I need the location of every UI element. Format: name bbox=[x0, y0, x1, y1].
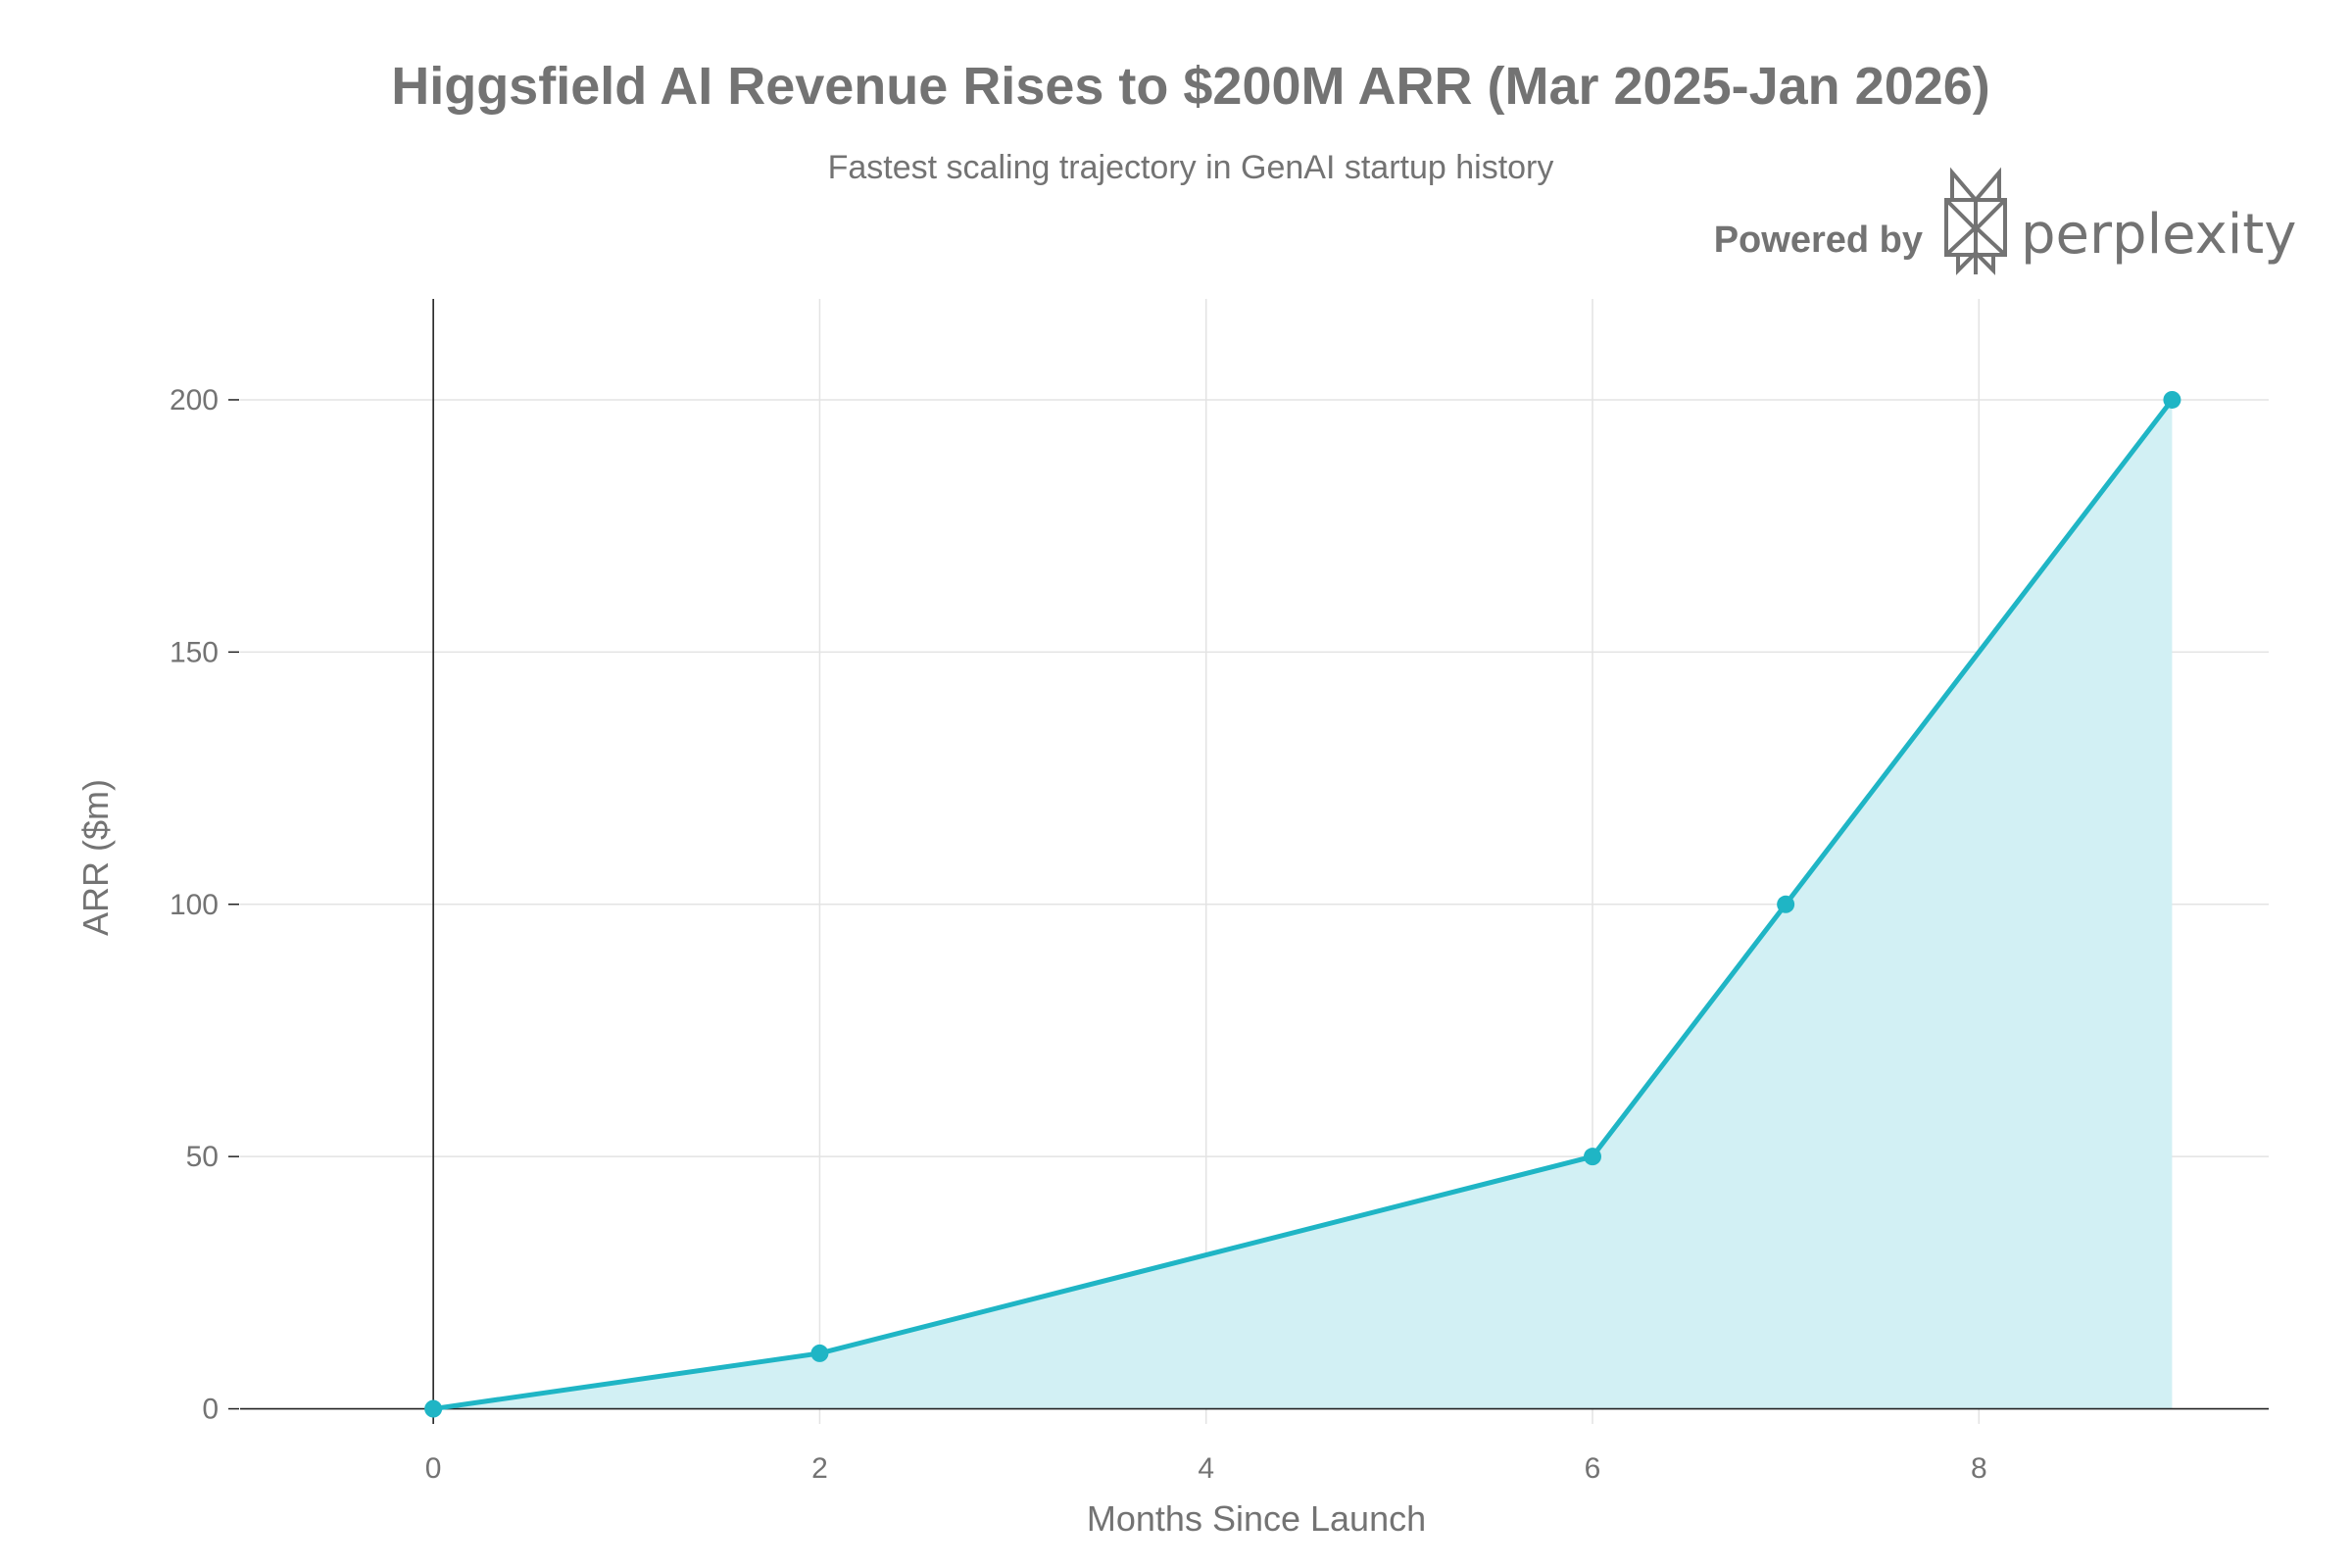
powered-by-label: Powered by bbox=[1714, 220, 1923, 261]
chart-title: Higgsfield AI Revenue Rises to $200M ARR… bbox=[391, 57, 1990, 116]
area-fill bbox=[433, 399, 2173, 1409]
data-point bbox=[424, 1399, 443, 1418]
y-tick-label: 200 bbox=[170, 384, 219, 416]
y-axis-ticks: 0 50 100 150 200 bbox=[170, 384, 239, 1426]
x-tick-label: 6 bbox=[1585, 1452, 1601, 1485]
y-tick-label: 150 bbox=[170, 636, 219, 668]
x-axis-title: Months Since Launch bbox=[1087, 1498, 1426, 1539]
y-tick-label: 100 bbox=[170, 889, 219, 921]
x-tick-label: 2 bbox=[811, 1452, 828, 1485]
chart-subtitle: Fastest scaling trajectory in GenAI star… bbox=[828, 149, 1554, 186]
data-points bbox=[424, 390, 2181, 1418]
y-axis-title: ARR ($m) bbox=[75, 779, 116, 936]
area-fill-shape bbox=[433, 399, 2173, 1409]
perplexity-logo-icon bbox=[1944, 167, 2007, 275]
x-tick-label: 4 bbox=[1198, 1452, 1214, 1485]
axes bbox=[240, 299, 2269, 1424]
data-point bbox=[810, 1344, 829, 1362]
data-point bbox=[1584, 1148, 1601, 1166]
x-tick-label: 0 bbox=[425, 1452, 442, 1485]
x-tick-label: 8 bbox=[1971, 1452, 1987, 1485]
y-tick-label: 0 bbox=[202, 1394, 219, 1426]
brand-name: perplexity bbox=[2021, 203, 2296, 267]
data-point bbox=[2163, 390, 2181, 409]
data-point bbox=[1777, 895, 1795, 913]
x-axis-ticks: 0 2 4 6 8 bbox=[425, 1452, 1987, 1485]
y-tick-label: 50 bbox=[186, 1141, 219, 1173]
branding: Powered by perplexity bbox=[1714, 167, 2296, 275]
